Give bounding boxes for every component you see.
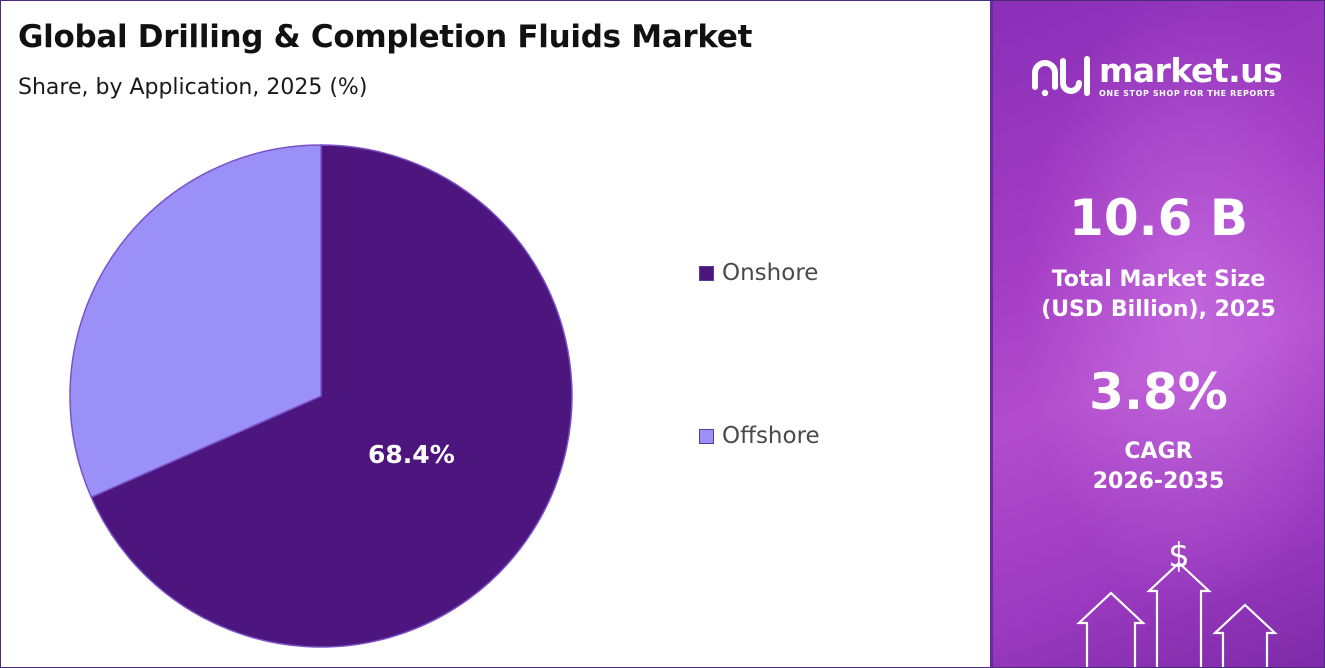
chart-title: Global Drilling & Completion Fluids Mark… bbox=[18, 19, 753, 55]
chart-subtitle: Share, by Application, 2025 (%) bbox=[18, 75, 368, 100]
legend-swatch-offshore bbox=[699, 428, 714, 444]
market-size-label-line1: Total Market Size bbox=[1051, 267, 1266, 292]
cagr-value: 3.8% bbox=[1089, 363, 1228, 421]
chart-panel: Global Drilling & Completion Fluids Mark… bbox=[1, 1, 989, 667]
pie-chart: 68.4% bbox=[69, 144, 573, 648]
summary-sidebar: market.us ONE STOP SHOP FOR THE REPORTS … bbox=[990, 1, 1324, 667]
legend-label-onshore: Onshore bbox=[722, 260, 819, 286]
market-size-value: 10.6 B bbox=[1069, 189, 1248, 247]
logo-name: market.us bbox=[1099, 50, 1283, 90]
pie-slice-onshore bbox=[90, 144, 573, 648]
market-us-logo-icon bbox=[1032, 56, 1090, 97]
legend-item-onshore: Onshore bbox=[699, 260, 818, 286]
dollar-icon: $ bbox=[1168, 536, 1190, 576]
legend-label-offshore: Offshore bbox=[722, 423, 820, 449]
legend-item-offshore: Offshore bbox=[699, 423, 820, 449]
sidebar-background-glow bbox=[993, 1, 1324, 667]
pie-slice-offshore bbox=[69, 144, 322, 499]
data-label-onshore: 68.4% bbox=[368, 440, 455, 469]
market-us-logo: market.us ONE STOP SHOP FOR THE REPORTS bbox=[1031, 50, 1283, 99]
cagr-label-line2: 2026-2035 bbox=[1092, 469, 1225, 494]
market-size-label-line2: (USD Billion), 2025 bbox=[1041, 297, 1276, 322]
growth-arrows-icon: $ bbox=[1076, 536, 1278, 667]
logo-tagline: ONE STOP SHOP FOR THE REPORTS bbox=[1099, 88, 1276, 98]
cagr-label-line1: CAGR bbox=[1124, 439, 1193, 464]
legend-swatch-onshore bbox=[699, 265, 714, 281]
